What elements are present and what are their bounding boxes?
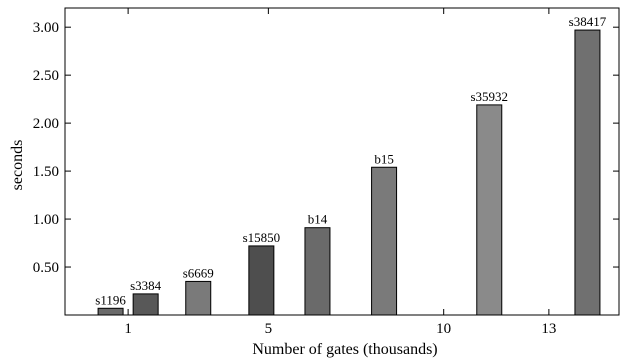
plot-frame: [64, 7, 620, 316]
bars: [97, 29, 601, 316]
x-tick-label: 5: [265, 321, 273, 337]
bar-label-s15850: s15850: [243, 230, 281, 245]
y-tick-label: 3.00: [33, 20, 59, 36]
bar-label-s38417: s38417: [569, 14, 607, 29]
bar-labels: s1196 s3384 s6669 s15850 b14 b15 s35932 s38417: [95, 14, 606, 307]
y-tick-label: 1.50: [33, 164, 59, 180]
bar-label-s35932: s35932: [470, 89, 508, 104]
bar-label-s6669: s6669: [183, 265, 214, 280]
bar-s3384: [132, 293, 159, 316]
x-tick-label: 1: [124, 321, 132, 337]
bar-label-b15: b15: [374, 151, 394, 166]
x-tick-label: 10: [436, 321, 451, 337]
x-tick-label: 13: [541, 321, 556, 337]
bar-label-s3384: s3384: [130, 278, 162, 293]
x-axis-title: Number of gates (thousands): [252, 341, 437, 358]
bar-b15: [371, 166, 398, 316]
bar-label-b14: b14: [308, 212, 328, 227]
y-axis-title: seconds: [9, 140, 26, 191]
bar-s1196: [97, 307, 124, 316]
bar-s15850: [248, 245, 275, 316]
bar-label-s1196: s1196: [95, 292, 126, 307]
bar-s6669: [185, 280, 212, 316]
bar-b14: [304, 227, 331, 316]
axes: 0.50 1.00 1.50 2.00 2.50 3.00 1 5 10 13: [33, 7, 620, 337]
y-tick-label: 0.50: [33, 260, 59, 276]
bar-s38417: [574, 29, 601, 316]
y-tick-label: 2.00: [33, 116, 59, 132]
y-tick-label: 2.50: [33, 68, 59, 84]
y-tick-label: 1.00: [33, 212, 59, 228]
bar-s35932: [476, 104, 503, 316]
